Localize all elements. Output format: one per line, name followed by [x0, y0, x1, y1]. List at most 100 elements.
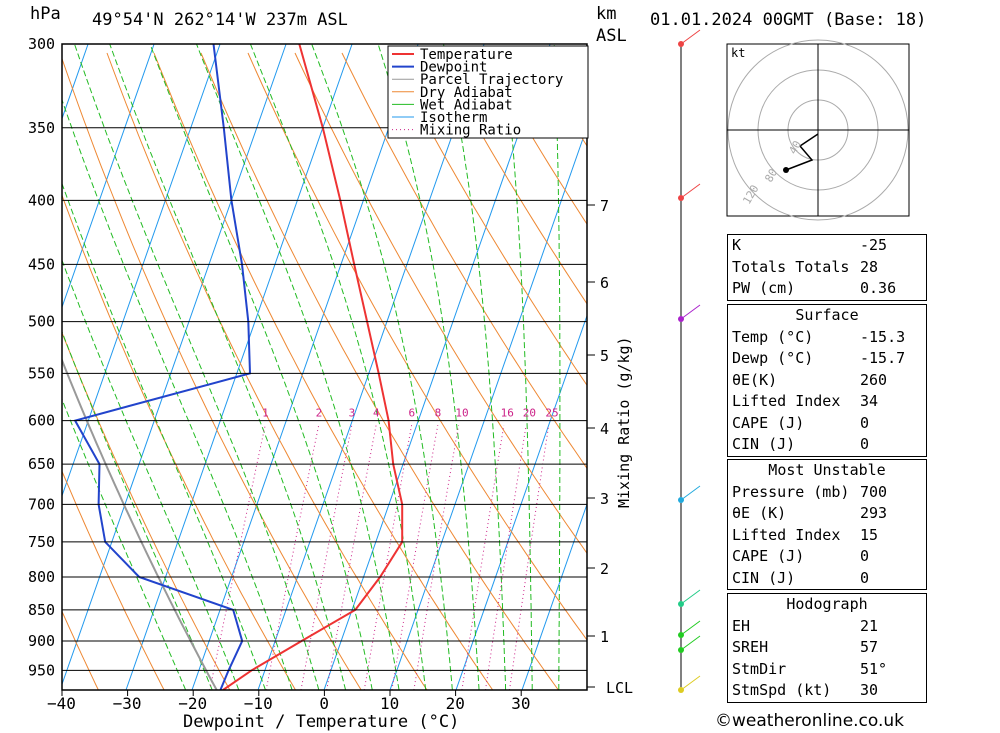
mixing-ratio-line: [391, 425, 439, 690]
stmdir-value: 51°: [860, 659, 888, 678]
wet-adiabat-line: [62, 398, 187, 690]
dry-adiabat-line: [388, 52, 587, 387]
x-tick-label: 30: [511, 694, 530, 713]
surface-cape-value: 0: [860, 413, 870, 432]
stmdir-label: StmDir: [732, 659, 787, 678]
pressure-tick-label: 650: [28, 455, 55, 473]
k-label: K: [732, 236, 742, 254]
mixing-ratio-label: 20: [523, 407, 536, 420]
mu-cin-label: CIN (J): [732, 568, 796, 587]
isotherm-line: [521, 502, 587, 690]
km-unit: km: [596, 4, 617, 24]
surface-dewp-label: Dewp (°C): [732, 349, 814, 367]
mu-title: Most Unstable: [768, 461, 886, 479]
pressure-tick-label: 350: [28, 119, 55, 137]
sreh-row: SREH 57: [728, 637, 926, 659]
legend-entry: Dewpoint: [420, 60, 487, 76]
mu-pressure-label: Pressure (mb): [732, 482, 850, 501]
isotherm-line: [0, 44, 22, 690]
legend-entry: Temperature: [420, 47, 513, 63]
indices-table: K -25 Totals Totals 28 PW (cm) 0.36: [727, 234, 927, 301]
dry-adiabat-line: [62, 331, 231, 690]
copyright-link[interactable]: ©weatheronline.co.uk: [715, 711, 905, 731]
isotherm-line: [62, 44, 221, 498]
dry-adiabat-line: [341, 52, 587, 470]
hodograph-point: [783, 167, 789, 173]
legend-box: [387, 45, 589, 139]
legend-entry: Wet Adiabat: [420, 97, 513, 113]
legend-entry: Dry Adiabat: [420, 85, 513, 101]
mixing-ratio-label: 10: [455, 407, 468, 420]
surface-dewp-value: -15.7: [860, 349, 906, 367]
hodograph-ring-label: 80: [762, 167, 780, 185]
isotherm-line: [323, 44, 551, 690]
x-tick-label: 20: [446, 694, 465, 713]
wet-adiabat-line: [149, 44, 373, 690]
dry-adiabat-line: [435, 52, 587, 305]
eh-value: 21: [860, 616, 879, 635]
isotherm-line: [389, 125, 587, 690]
isotherm-line: [191, 44, 419, 690]
isotherm-line: [125, 44, 353, 690]
wind-barb: [680, 675, 701, 691]
km-tick-label: 2: [600, 560, 609, 578]
km-tick-label: 3: [600, 490, 609, 508]
isotherm-line: [257, 44, 485, 690]
dry-adiabat-line: [62, 470, 165, 690]
wind-barb: [680, 620, 701, 636]
k-value: -25: [860, 236, 888, 254]
station-location: 49°54'N 262°14'W 237m ASL: [92, 10, 348, 30]
wind-barb: [680, 635, 701, 651]
sreh-value: 57: [860, 638, 879, 656]
wind-barb: [680, 304, 701, 320]
km-tick-label: 7: [600, 197, 609, 215]
surface-li-value: 34: [860, 392, 879, 410]
wind-barb: [680, 183, 701, 199]
wet-adiabat-line: [109, 44, 347, 690]
surface-cin-row: CIN (J) 0: [728, 434, 926, 456]
legend-entry: Isotherm: [420, 110, 487, 126]
mixing-ratio-label: 6: [408, 407, 415, 420]
mixing-ratio-line: [461, 425, 505, 690]
wet-adiabat-line: [62, 330, 213, 690]
mu-pressure-value: 700: [860, 482, 888, 501]
sounding-datetime: 01.01.2024 00GMT (Base: 18): [650, 10, 927, 30]
km-tick-label: 5: [600, 347, 609, 365]
totals-row: Totals Totals 28: [728, 257, 926, 279]
mu-li-label: Lifted Index: [732, 525, 841, 544]
dry-adiabat-line: [62, 57, 362, 690]
dewpoint-line: [73, 44, 252, 690]
x-tick-label: −40: [47, 694, 76, 713]
pw-row: PW (cm) 0.36: [728, 278, 926, 300]
k-index-row: K -25: [728, 235, 926, 257]
lcl-label: LCL: [606, 679, 633, 697]
surface-li-row: Lifted Index 34: [728, 391, 926, 413]
eh-label: EH: [732, 616, 751, 635]
surface-table: Surface Temp (°C) -15.3 Dewp (°C) -15.7 θE…: [727, 304, 927, 457]
mixing-ratio-label: 1: [262, 407, 269, 420]
mu-li-value: 15: [860, 525, 879, 544]
mixing-ratio-label: 25: [545, 407, 558, 420]
asl-label: ASL: [596, 26, 627, 46]
mixing-ratio-line: [485, 425, 527, 690]
pw-value: 0.36: [860, 279, 897, 297]
mu-cape-value: 0: [860, 547, 870, 565]
mu-cin-value: 0: [860, 568, 870, 587]
hodograph-ring-label: 40: [786, 139, 804, 157]
mixing-ratio-label: 16: [501, 407, 514, 420]
dry-adiabat-line: [294, 52, 587, 555]
pressure-tick-label: 600: [28, 412, 55, 430]
x-tick-label: −10: [244, 694, 273, 713]
pressure-tick-label: 450: [28, 255, 55, 273]
km-tick-label: 6: [600, 274, 609, 292]
surface-cape-label: CAPE (J): [732, 413, 805, 432]
totals-label: Totals Totals: [732, 257, 850, 276]
isotherm-line: [62, 44, 287, 686]
dry-adiabat-line: [62, 193, 296, 690]
dry-adiabat-line: [153, 52, 494, 690]
pressure-tick-label: 300: [28, 35, 55, 53]
wind-barb: [680, 589, 701, 605]
mu-theta-value: 293: [860, 504, 888, 522]
pressure-tick-label: 700: [28, 495, 55, 513]
dry-adiabat-line: [200, 52, 559, 690]
